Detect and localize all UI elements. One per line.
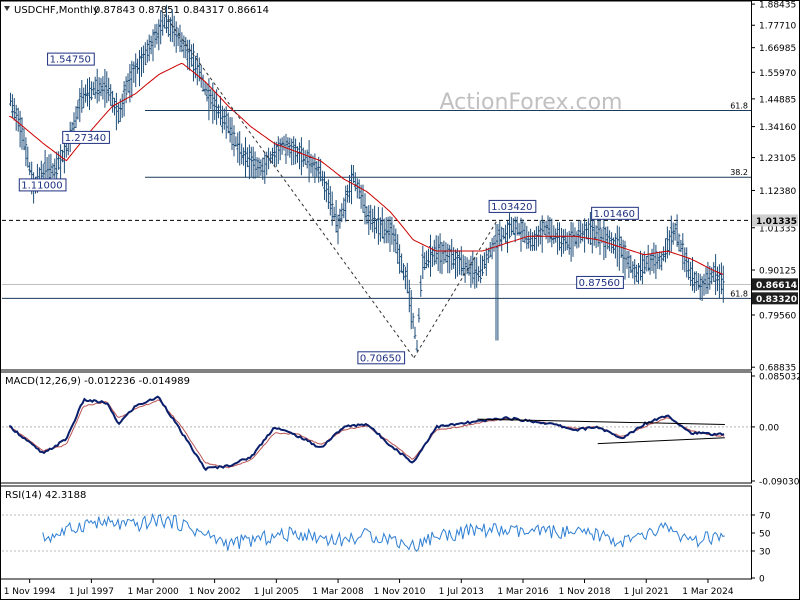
price-tick-label: 1.12380	[759, 187, 796, 197]
macd-tick-label: -0.090302	[759, 478, 800, 488]
swing-label-box	[488, 199, 537, 213]
trend-dashed-line	[163, 14, 415, 359]
time-tick-label: 1 Mar 2016	[497, 587, 549, 597]
chart-header: USDCHF,Monthly 0.87843 0.87851 0.84317 0…	[4, 5, 269, 16]
time-tick-label: 1 Jul 2005	[254, 587, 299, 597]
swing-label-text: 1.11000	[21, 180, 62, 191]
rsi-tick-label: 30	[759, 548, 771, 558]
moving-average-path	[9, 62, 724, 275]
time-tick-label: 1 Jul 1997	[69, 587, 114, 597]
time-tick-label: 1 Jul 2021	[624, 587, 669, 597]
rsi-path	[42, 512, 725, 552]
swing-label-box	[47, 52, 95, 66]
time-tick-label: 1 Mar 2008	[312, 587, 364, 597]
rsi-axis: 70 50 30 0	[2, 512, 771, 585]
rsi-tick-label: 70	[759, 512, 771, 522]
moving-average-line	[9, 62, 724, 275]
swing-label-box	[18, 178, 67, 192]
price-tick-label: 1.88435	[759, 1, 796, 11]
last-price-badge-bg	[752, 278, 798, 291]
price-tick-label: 1.01335	[759, 224, 796, 234]
trend-dashed-line	[413, 220, 498, 359]
swing-label-box	[576, 275, 624, 289]
swing-label-text: 0.70650	[360, 353, 401, 364]
price-tick-label: 1.44885	[759, 95, 796, 105]
price-tick-label: 1.77710	[759, 22, 796, 32]
price-panel	[0, 0, 752, 371]
macd-panel	[0, 371, 752, 484]
fibonacci-label: 38.2	[730, 168, 748, 177]
swing-label-box	[357, 351, 406, 365]
price-tick-label: 1.55970	[759, 69, 796, 79]
level-price-badge-bg	[752, 292, 798, 305]
resistance-price-badge-bg	[752, 214, 798, 227]
time-tick-label: 1 Mar 2000	[127, 587, 179, 597]
time-tick-label: 1 Jul 2013	[439, 587, 484, 597]
macd-tick-label: 0.085032	[759, 372, 800, 382]
swing-label-text: 0.87560	[579, 278, 620, 289]
price-tick-label: 1.34160	[759, 123, 796, 133]
time-tick-label: 1 Nov 2018	[559, 587, 611, 597]
fibonacci-label: 61.8	[730, 289, 748, 298]
ohlc-values: 0.87843 0.87851 0.84317 0.86614	[94, 5, 269, 16]
time-tick-label: 1 Mar 2024	[682, 587, 734, 597]
swing-label-text: 1.01460	[594, 209, 635, 220]
rsi-tick-label: 50	[759, 530, 771, 540]
fibonacci-label: 61.8	[730, 102, 748, 111]
macd-title: MACD(12,26,9) -0.012236 -0.014989	[5, 376, 190, 387]
time-axis: 1 Nov 1994 1 Jul 1997 1 Mar 2000 1 Nov 2002…	[4, 579, 734, 597]
macd-axis: 0.085032 0.00 -0.090302	[2, 372, 800, 488]
rsi-tick-label: 0	[759, 575, 765, 585]
price-tick-label: 1.23105	[759, 154, 796, 164]
price-axis: 1.88435 1.77710 1.66985 1.55970 1.44885 1.341…	[751, 1, 796, 374]
macd-trendline-upper	[477, 418, 725, 426]
price-tick-label: 1.66985	[759, 44, 796, 54]
price-tick-label: 0.68835	[759, 364, 796, 374]
rsi-header: RSI(14) 42.3188	[5, 490, 86, 501]
macd-tick-label: 0.00	[759, 423, 779, 433]
level-price-badge: 0.83320	[756, 295, 797, 305]
resistance-price-badge: 1.01335	[756, 217, 797, 227]
swing-label-text: 1.54750	[50, 55, 91, 66]
time-tick-label: 1 Nov 2002	[189, 587, 241, 597]
time-tick-label: 1 Nov 2010	[374, 587, 426, 597]
time-tick-label: 1 Nov 1994	[4, 587, 56, 597]
swing-label-text: 1.03420	[491, 202, 532, 213]
ohlc-bars	[9, 4, 725, 352]
collapse-triangle-icon[interactable]	[4, 6, 10, 11]
swing-label-box	[62, 130, 110, 144]
macd-main-line	[8, 395, 725, 472]
price-tick-label: 0.90125	[759, 267, 796, 277]
macd-trendline-lower	[597, 437, 725, 445]
swing-label-box	[591, 206, 639, 220]
watermark-text: ActionForex.com	[440, 90, 623, 115]
price-tick-label: 0.79560	[759, 311, 796, 321]
last-price-badge: 0.86614	[756, 281, 797, 291]
rsi-title: RSI(14) 42.3188	[5, 490, 86, 501]
price-bars	[9, 4, 725, 352]
symbol-title: USDCHF,Monthly	[14, 5, 99, 16]
swing-label-text: 1.27340	[65, 133, 106, 144]
macd-lines	[8, 395, 725, 472]
price-annotations: 1.830501.547501.273401.110000.706501.034…	[18, 14, 798, 365]
macd-header: MACD(12,26,9) -0.012236 -0.014989	[5, 376, 190, 387]
rsi-line	[42, 512, 725, 552]
